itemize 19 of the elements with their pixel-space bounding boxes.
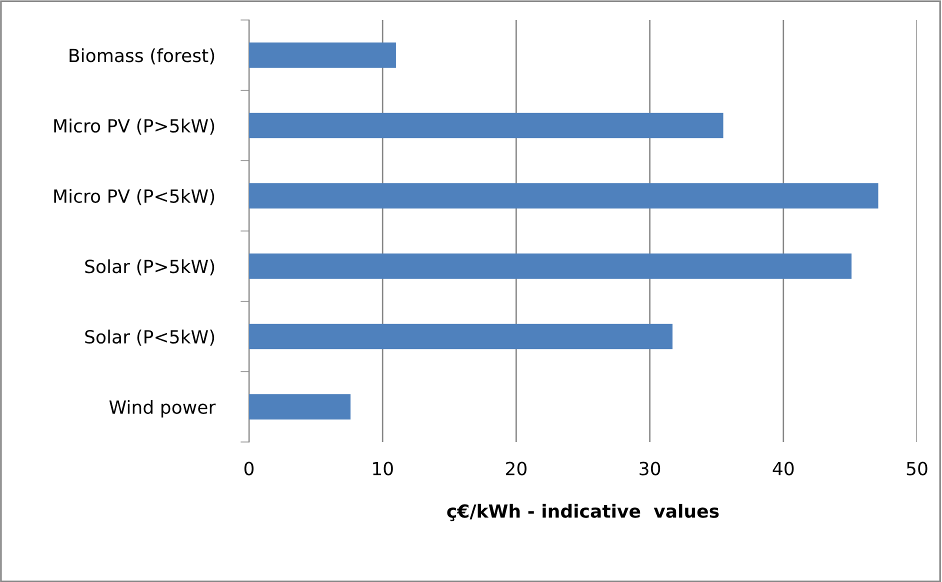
x-tick-label: 40 [772,462,794,476]
bar [249,394,351,420]
y-tick-label: Micro PV (P>5kW) [54,118,214,135]
x-tick-label: 30 [640,462,660,476]
x-axis-title: ç€/kWh - indicative values [447,504,719,522]
bar [249,183,878,208]
y-tick-label: Micro PV (P<5kW) [54,188,214,206]
x-tick-label: 50 [906,462,928,476]
x-tick-label: 10 [373,462,393,476]
y-tick-label: Solar (P>5kW) [85,259,214,276]
x-tick-label: 20 [506,462,526,476]
bar [249,112,724,138]
y-tick-label: Wind power [109,400,216,418]
y-tick-label: Biomass (forest) [70,48,214,64]
x-tick-label: 0 [244,462,254,476]
bar [249,254,852,279]
bar [249,42,396,68]
bar [249,324,673,350]
y-tick-label: Solar (P<5kW) [85,330,214,346]
